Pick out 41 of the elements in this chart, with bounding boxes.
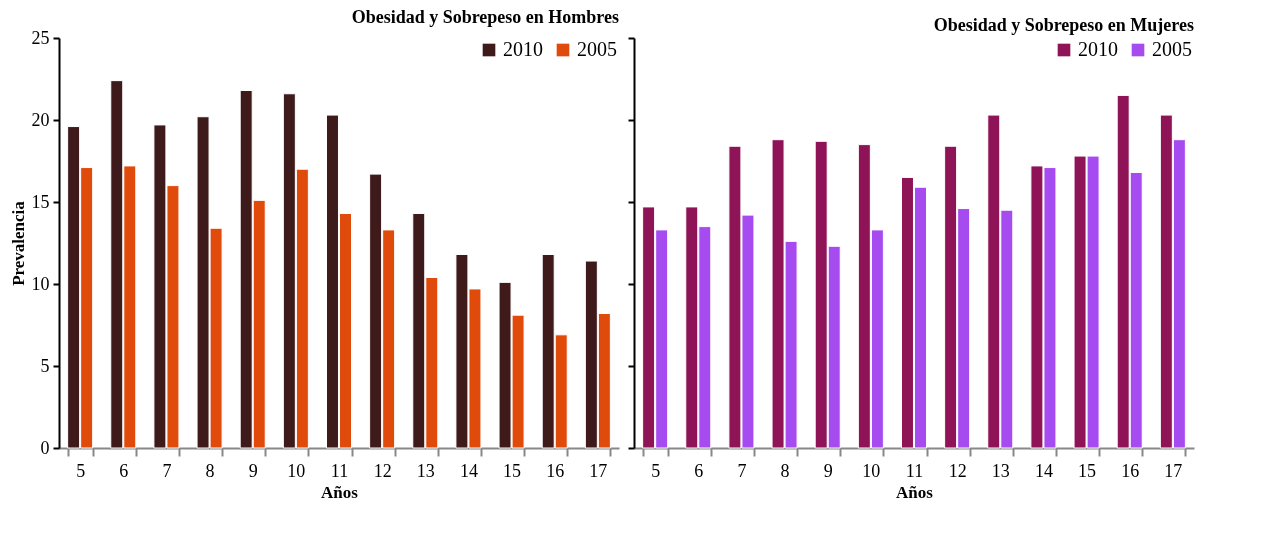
x-axis-title: Años: [896, 482, 934, 502]
legend-label: 2005: [1152, 38, 1192, 60]
x-tick-label: 10: [287, 460, 306, 481]
x-tick-label: 13: [416, 460, 435, 481]
x-tick-label: 6: [119, 460, 129, 481]
x-tick-label: 5: [651, 460, 661, 481]
x-tick-label: 10: [862, 460, 881, 481]
y-tick-label: 0: [40, 437, 50, 458]
x-tick-label: 17: [1164, 460, 1183, 481]
x-tick-label: 9: [248, 460, 258, 481]
x-tick-label: 17: [589, 460, 608, 481]
x-tick-label: 8: [205, 460, 215, 481]
legend-label: 2010: [1078, 38, 1118, 60]
x-tick-label: 7: [162, 460, 172, 481]
x-tick-label: 6: [694, 460, 704, 481]
x-tick-label: 15: [1078, 460, 1097, 481]
chart-title: Obesidad y Sobrepeso en Hombres: [351, 7, 619, 27]
x-tick-label: 11: [905, 460, 924, 481]
x-tick-label: 14: [1034, 460, 1053, 481]
x-tick-label: 8: [780, 460, 790, 481]
x-tick-label: 15: [503, 460, 522, 481]
x-tick-label: 12: [948, 460, 967, 481]
x-tick-label: 12: [373, 460, 392, 481]
x-tick-label: 11: [330, 460, 349, 481]
chart-title: Obesidad y Sobrepeso en Mujeres: [933, 15, 1194, 35]
x-axis-title: Años: [321, 482, 359, 502]
y-tick-label: 10: [31, 273, 50, 294]
x-tick-label: 16: [1121, 460, 1140, 481]
legend-label: 2010: [503, 38, 543, 60]
y-axis-title: Prevalencia: [8, 200, 28, 286]
x-tick-label: 5: [76, 460, 86, 481]
y-tick-label: 5: [40, 355, 50, 376]
x-tick-label: 14: [459, 460, 478, 481]
y-tick-label: 20: [31, 109, 50, 130]
x-tick-label: 16: [546, 460, 565, 481]
x-tick-label: 9: [823, 460, 833, 481]
legend-label: 2005: [577, 38, 617, 60]
x-tick-label: 7: [737, 460, 747, 481]
x-tick-label: 13: [991, 460, 1010, 481]
y-tick-label: 15: [31, 191, 50, 212]
y-tick-label: 25: [31, 27, 50, 48]
